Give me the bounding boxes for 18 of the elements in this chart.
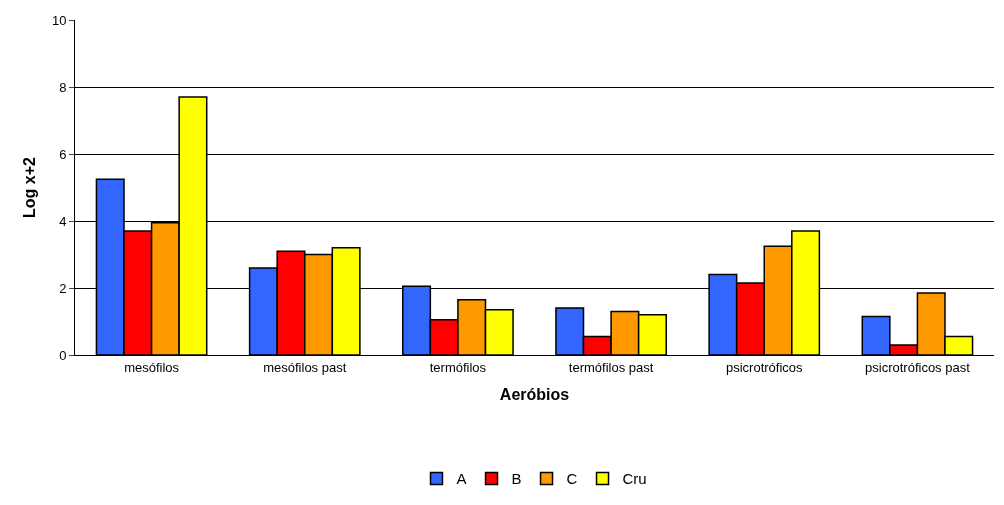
y-tick-label: 0 bbox=[59, 347, 67, 363]
x-tick-label: termófilos past bbox=[568, 359, 654, 375]
y-tick-label: 10 bbox=[51, 12, 67, 28]
legend-label: B bbox=[511, 470, 522, 488]
y-tick-label: 8 bbox=[59, 79, 67, 95]
y-axis-title: Log x+2 bbox=[20, 156, 38, 218]
legend-label: A bbox=[456, 470, 467, 488]
x-tick-label: mesófilos past bbox=[263, 359, 347, 375]
x-tick-label: psicrotróficos past bbox=[865, 359, 971, 375]
legend-label: Cru bbox=[622, 470, 647, 488]
y-tick-label: 4 bbox=[59, 213, 67, 229]
y-tick-label: 2 bbox=[59, 280, 67, 296]
y-tick-label: 6 bbox=[59, 146, 67, 162]
x-tick-label: mesófilos bbox=[124, 359, 180, 375]
legend-label: C bbox=[566, 470, 578, 488]
x-axis-title: Aeróbios bbox=[499, 386, 570, 404]
x-tick-label: termófilos bbox=[429, 359, 487, 375]
x-tick-label: psicrotróficos bbox=[725, 359, 804, 375]
